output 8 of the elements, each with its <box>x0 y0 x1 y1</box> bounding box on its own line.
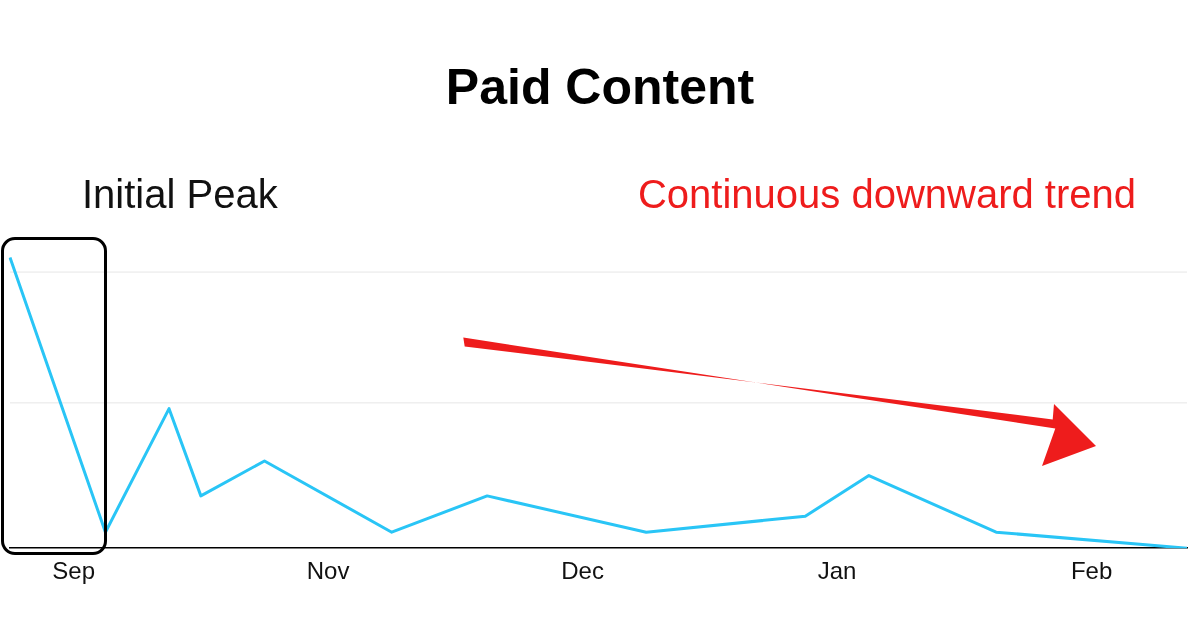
x-tick-label: Sep <box>52 557 95 585</box>
x-tick-label: Dec <box>561 557 604 585</box>
x-tick-label: Nov <box>306 557 350 585</box>
text: Initial Peak <box>82 172 278 217</box>
x-tick-label: Jan <box>817 557 857 585</box>
chart-title: Paid Content <box>444 58 756 116</box>
x-tick-label: Feb <box>1070 557 1113 585</box>
text: Continuous downward trend <box>637 172 1136 217</box>
